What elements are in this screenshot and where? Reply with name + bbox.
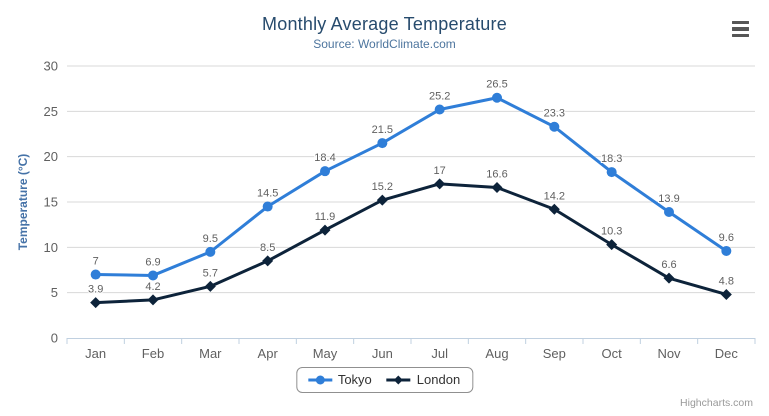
london-point-jun[interactable] [376, 194, 388, 206]
london-point-jan[interactable] [90, 297, 102, 309]
london-point-nov[interactable] [663, 272, 675, 284]
tokyo-data-label: 13.9 [658, 193, 679, 205]
chart-title: Monthly Average Temperature [262, 14, 507, 34]
export-menu-button[interactable] [730, 19, 752, 39]
y-axis-label: 10 [44, 240, 58, 255]
london-data-label: 17 [434, 165, 446, 177]
london-point-mar[interactable] [204, 280, 216, 292]
london-point-may[interactable] [319, 224, 331, 236]
x-axis-label: Jun [372, 346, 393, 361]
london-legend-diamond-icon [394, 375, 404, 384]
tokyo-legend-marker [307, 375, 332, 384]
tokyo-data-label: 25.2 [429, 91, 450, 103]
y-axis-label: 20 [44, 149, 58, 164]
london-legend-marker [386, 375, 411, 384]
legend-label-london: London [416, 372, 461, 387]
london-data-label: 3.9 [88, 284, 103, 296]
tokyo-legend-circle-icon [315, 375, 325, 384]
y-axis-label: 5 [51, 285, 58, 300]
tokyo-point-apr[interactable] [262, 201, 273, 212]
x-axis-label: Oct [602, 346, 623, 361]
london-data-label: 16.6 [486, 168, 507, 180]
tokyo-data-label: 21.5 [372, 124, 393, 136]
london-data-label: 14.2 [544, 190, 565, 202]
legend-label-tokyo: Tokyo [337, 372, 372, 387]
tokyo-data-label: 9.6 [719, 232, 734, 244]
tokyo-point-feb[interactable] [148, 270, 158, 281]
x-axis-label: Sep [543, 346, 566, 361]
tokyo-point-aug[interactable] [492, 92, 502, 103]
london-data-label: 15.2 [372, 181, 393, 193]
tokyo-point-sep[interactable] [549, 121, 560, 132]
london-point-oct[interactable] [606, 239, 618, 251]
tokyo-series-line [94, 96, 728, 277]
legend-item-london[interactable]: London [386, 373, 460, 386]
y-axis-label: 0 [51, 331, 58, 346]
tokyo-data-label: 14.5 [257, 188, 278, 200]
tokyo-point-jun[interactable] [377, 138, 388, 149]
y-axis-title: Temperature (°C) [16, 154, 30, 251]
london-data-label: 4.2 [145, 281, 160, 293]
tokyo-data-label: 18.3 [601, 153, 622, 165]
tokyo-point-jul[interactable] [434, 104, 445, 115]
london-point-sep[interactable] [548, 203, 560, 215]
tokyo-point-dec[interactable] [721, 245, 732, 256]
x-axis-label: Nov [657, 346, 681, 361]
x-axis-label: May [313, 346, 338, 361]
x-axis-label: Dec [715, 346, 739, 361]
london-point-aug[interactable] [491, 181, 503, 193]
london-point-apr[interactable] [262, 255, 274, 267]
tokyo-point-nov[interactable] [664, 206, 674, 217]
london-point-feb[interactable] [147, 294, 159, 306]
x-axis-label: Apr [258, 346, 279, 361]
hamburger-icon [732, 21, 749, 25]
x-axis-label: Mar [199, 346, 222, 361]
tokyo-point-jan[interactable] [90, 269, 101, 280]
legend-item-tokyo[interactable]: Tokyo [307, 373, 372, 386]
hamburger-icon [732, 33, 749, 37]
london-point-dec[interactable] [720, 288, 732, 300]
tokyo-data-label: 7 [93, 256, 99, 268]
chart-subtitle: Source: WorldClimate.com [313, 37, 456, 51]
london-data-label: 8.5 [260, 242, 275, 254]
london-data-label: 6.6 [661, 259, 676, 271]
london-data-label: 5.7 [203, 267, 218, 279]
tokyo-data-label: 9.5 [203, 233, 218, 245]
x-axis-label: Aug [485, 346, 508, 361]
legend: Tokyo London [295, 367, 474, 393]
x-axis-label: Feb [142, 346, 164, 361]
hamburger-icon [732, 27, 749, 31]
tokyo-data-label: 23.3 [544, 108, 565, 120]
london-point-jul[interactable] [434, 178, 446, 190]
london-series-line [94, 182, 728, 305]
x-axis-label: Jul [431, 346, 448, 361]
credits-link[interactable]: Highcharts.com [680, 397, 753, 409]
london-data-label: 4.8 [719, 275, 734, 287]
x-axis-label: Jan [85, 346, 106, 361]
tokyo-data-label: 26.5 [486, 79, 507, 91]
tokyo-data-label: 18.4 [314, 152, 335, 164]
tokyo-data-label: 6.9 [145, 256, 160, 268]
y-axis-label: 15 [44, 195, 58, 210]
london-data-label: 10.3 [601, 226, 622, 238]
tokyo-point-mar[interactable] [205, 246, 216, 257]
london-data-label: 11.9 [315, 211, 336, 223]
y-axis-label: 25 [44, 104, 58, 119]
tokyo-point-may[interactable] [320, 166, 330, 177]
y-axis-label: 30 [44, 59, 58, 74]
tokyo-point-oct[interactable] [606, 167, 617, 178]
